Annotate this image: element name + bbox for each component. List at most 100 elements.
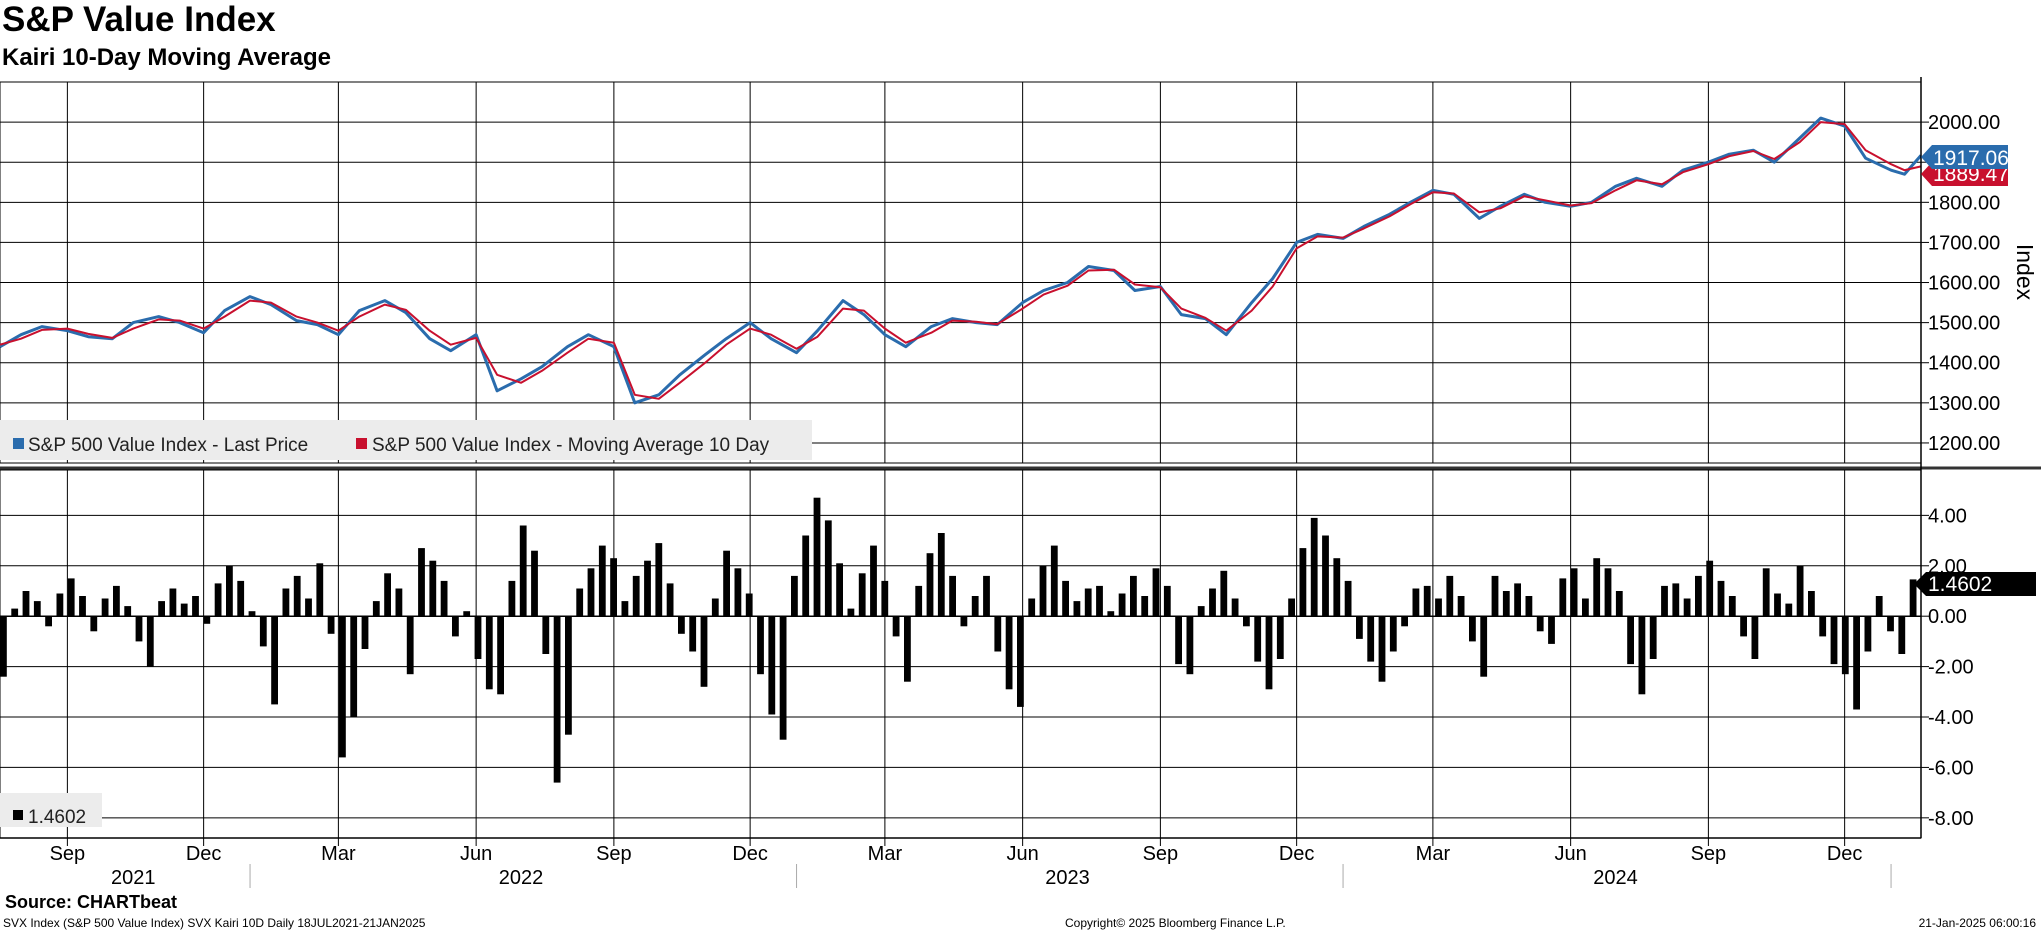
- kairi-bar: [372, 601, 380, 617]
- kairi-bar: [259, 616, 267, 647]
- kairi-bar: [565, 616, 572, 735]
- x-tick-label-month: Jun: [460, 843, 492, 865]
- kairi-bar: [1887, 616, 1894, 632]
- kairi-bar: [440, 580, 448, 617]
- kairi-bar: [689, 616, 697, 652]
- kairi-bar: [847, 608, 855, 617]
- source-note: Source: CHARTbeat: [5, 892, 178, 912]
- kairi-bar: [1536, 616, 1544, 632]
- kairi-bar: [1276, 616, 1284, 659]
- kairi-bar: [949, 575, 956, 617]
- kairi-bar: [1683, 598, 1691, 617]
- kairi-bar: [519, 525, 527, 617]
- legend-label-kairi: 1.4602: [28, 807, 86, 828]
- kairi-bar: [418, 548, 425, 617]
- kairi-bar: [22, 591, 30, 617]
- kairi-bar: [485, 616, 493, 690]
- kairi-bar: [1604, 568, 1612, 617]
- footer-timestamp: 21-Jan-2025 06:00:16: [1918, 916, 2036, 930]
- kairi-bar: [1875, 596, 1883, 617]
- kairi-value-text: 1.4602: [1928, 573, 1992, 596]
- kairi-bar: [576, 588, 584, 617]
- y-tick-label-top: 1200.00: [1928, 433, 2000, 455]
- kairi-bar: [339, 616, 346, 758]
- y-axis-title: Index: [2012, 244, 2038, 301]
- legend-swatch-kairi: [13, 810, 23, 820]
- kairi-value-tag: [1914, 572, 2036, 596]
- x-tick-label-month: Dec: [1827, 843, 1863, 865]
- kairi-bar: [1186, 616, 1194, 675]
- legend-label-moving-average: S&P 500 Value Index - Moving Average 10 …: [372, 435, 770, 456]
- kairi-bars: [0, 497, 1921, 783]
- top-panel-frame: [0, 81, 1922, 464]
- x-tick-label-year: 2024: [1593, 867, 1638, 889]
- kairi-bar: [192, 596, 199, 617]
- kairi-bar: [384, 573, 391, 617]
- kairi-bar: [1175, 616, 1182, 665]
- kairi-bar: [1819, 616, 1827, 637]
- y-tick-label-bottom: -2.00: [1928, 657, 1974, 679]
- kairi-bar: [587, 568, 595, 617]
- kairi-bar: [1627, 616, 1634, 665]
- x-tick-label-month: Sep: [1691, 843, 1727, 865]
- kairi-bar: [892, 616, 900, 637]
- kairi-bar: [881, 580, 889, 617]
- series-line-last-price: [0, 116, 1923, 405]
- kairi-bar: [1672, 583, 1680, 617]
- kairi-bar: [406, 616, 414, 675]
- kairi-bar: [610, 558, 617, 617]
- kairi-bar: [203, 616, 211, 624]
- kairi-bar: [632, 575, 640, 617]
- kairi-bar: [497, 616, 504, 695]
- kairi-bar: [1649, 616, 1657, 659]
- x-tick-label-month: Dec: [732, 843, 768, 865]
- kairi-bar: [983, 575, 990, 617]
- kairi-bar: [1118, 593, 1126, 617]
- kairi-bar: [361, 616, 369, 649]
- kairi-bar: [1073, 601, 1081, 617]
- kairi-bar: [1050, 545, 1058, 617]
- kairi-bar: [508, 580, 516, 617]
- chart-subtitle: Kairi 10-Day Moving Average: [2, 44, 332, 71]
- kairi-bar: [1412, 588, 1420, 617]
- kairi-bar: [237, 580, 245, 617]
- kairi-bar: [1084, 588, 1092, 617]
- kairi-bar: [113, 585, 120, 617]
- kairi-bar: [1909, 579, 1917, 617]
- kairi-bar: [124, 606, 132, 617]
- kairi-bar: [67, 578, 75, 617]
- kairi-bar: [1808, 591, 1815, 617]
- kairi-bar: [937, 533, 945, 617]
- y-tick-label-bottom: -6.00: [1928, 757, 1974, 779]
- kairi-bar: [1548, 616, 1555, 644]
- kairi-bar: [1762, 568, 1770, 617]
- kairi-bar: [655, 543, 663, 617]
- kairi-bar: [1231, 598, 1239, 617]
- y-tick-label-bottom: 0.00: [1928, 606, 1967, 628]
- kairi-bar: [316, 563, 324, 617]
- price-lines: [0, 116, 1923, 405]
- kairi-bar: [1570, 568, 1578, 617]
- kairi-bar: [429, 560, 437, 617]
- kairi-bar: [474, 616, 482, 659]
- kairi-bar: [305, 598, 312, 617]
- kairi-bar: [824, 520, 832, 617]
- x-tick-label-year: 2022: [499, 867, 544, 889]
- kairi-bar: [1401, 616, 1408, 627]
- kairi-bar: [248, 611, 256, 617]
- kairi-bar: [542, 616, 550, 654]
- kairi-bar: [745, 593, 753, 617]
- kairi-bar: [1344, 580, 1352, 617]
- y-tick-label-top: 1400.00: [1928, 353, 2000, 375]
- kairi-bar: [1706, 560, 1714, 617]
- price-value-tag: [1921, 145, 2008, 169]
- x-tick-label-month: Sep: [50, 843, 86, 865]
- kairi-bar: [1898, 616, 1906, 654]
- kairi-bar: [621, 601, 629, 617]
- kairi-bar: [1141, 596, 1149, 617]
- legend-swatch-moving-average: [356, 438, 367, 449]
- kairi-bar: [395, 588, 403, 617]
- kairi-bar: [1254, 616, 1262, 662]
- kairi-bar: [915, 585, 923, 617]
